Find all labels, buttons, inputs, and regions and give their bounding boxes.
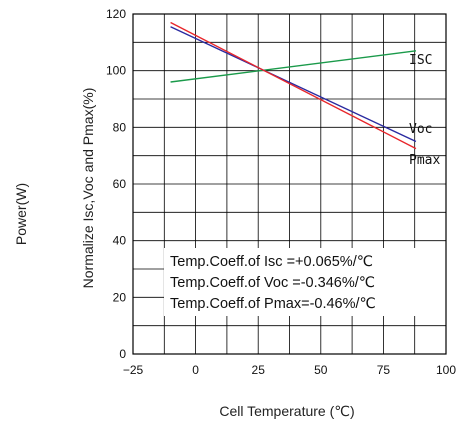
x-tick-label: 50 xyxy=(314,363,328,377)
series-label-pmax: Pmax xyxy=(409,153,440,168)
tick-labels: −25 0 25 50 75 100 0 20 40 60 80 100 120 xyxy=(106,7,456,377)
x-tick-label: 100 xyxy=(436,363,456,377)
y-tick-label: 100 xyxy=(106,64,126,78)
x-tick-label: −25 xyxy=(123,363,144,377)
coefficient-text: Temp.Coeff.of Voc =-0.346%/℃ xyxy=(170,275,375,291)
power-axis-title: Power(W) xyxy=(13,183,29,245)
series-line-pmax xyxy=(170,21,417,150)
plot-frame xyxy=(132,13,447,355)
coefficient-box xyxy=(164,248,446,316)
y-axis-title: Normalize Isc,Voc and Pmax(%) xyxy=(80,88,96,289)
coefficient-annotations: Temp.Coeff.of Isc =+0.065%/℃ Temp.Coeff.o… xyxy=(170,254,376,312)
y-tick-label: 0 xyxy=(119,347,126,361)
series-line-voc xyxy=(170,26,417,143)
y-tick-label: 80 xyxy=(113,120,127,134)
x-axis-title: Cell Temperature (℃) xyxy=(219,403,354,419)
series-label-isc: ISC xyxy=(409,53,432,68)
y-tick-label: 20 xyxy=(113,290,127,304)
x-tick-label: 75 xyxy=(377,363,391,377)
series-label-voc: Voc xyxy=(409,122,432,137)
coefficient-text: Temp.Coeff.of Pmax=-0.46%/℃ xyxy=(170,296,376,312)
x-tick-label: 0 xyxy=(192,363,199,377)
series-labels: ISC Voc Pmax xyxy=(409,53,440,168)
y-tick-label: 120 xyxy=(106,7,126,21)
series-lines xyxy=(170,21,417,150)
y-tick-label: 40 xyxy=(113,234,127,248)
coefficient-text: Temp.Coeff.of Isc =+0.065%/℃ xyxy=(170,254,373,270)
x-tick-label: 25 xyxy=(252,363,266,377)
y-tick-label: 60 xyxy=(113,177,127,191)
series-line-isc xyxy=(170,50,417,83)
